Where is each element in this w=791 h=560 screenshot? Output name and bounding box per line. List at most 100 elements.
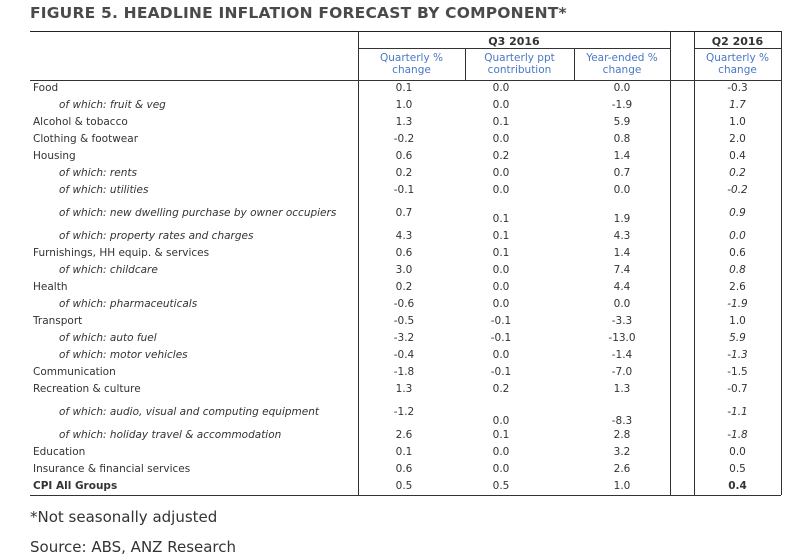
cell-value: 0.0 — [492, 463, 510, 475]
group-rule — [358, 48, 670, 49]
source-note: Source: ABS, ANZ Research — [30, 538, 237, 556]
cell-value: 0.0 — [492, 446, 510, 458]
cell-value: 1.3 — [395, 383, 413, 395]
cell-value: 0.5 — [492, 480, 510, 492]
cell-value: 0.9 — [729, 207, 746, 219]
cell-value: 1.7 — [729, 99, 746, 111]
cell-value: 0.4 — [728, 480, 747, 492]
table-top-rule — [30, 31, 781, 32]
cell-value: 0.1 — [492, 213, 510, 225]
cell-value: 0.0 — [613, 298, 631, 310]
cell-value: -0.5 — [393, 315, 415, 327]
column-header-line: change — [718, 64, 757, 76]
cell-value: 0.0 — [492, 415, 510, 427]
cell-value: 0.0 — [492, 184, 510, 196]
row-label: Education — [33, 446, 86, 458]
cell-value: 4.3 — [395, 230, 413, 242]
cell-value: -0.2 — [393, 133, 415, 145]
cell-value: -1.5 — [727, 366, 748, 378]
cell-value: 0.2 — [492, 150, 510, 162]
cell-value: 0.1 — [492, 247, 510, 259]
column-header-line: Year-ended % — [586, 52, 658, 64]
cell-value: 0.0 — [613, 82, 631, 94]
group-rule — [694, 48, 781, 49]
row-label: Transport — [33, 315, 83, 327]
cell-value: 0.0 — [613, 184, 631, 196]
cell-value: 0.0 — [492, 281, 510, 293]
group-header-q2: Q2 2016 — [711, 35, 764, 48]
cell-value: 0.0 — [729, 230, 746, 242]
column-header-line: contribution — [487, 64, 552, 76]
cell-value: -0.2 — [727, 184, 748, 196]
column-divider — [465, 49, 466, 80]
cell-value: 0.0 — [492, 133, 510, 145]
row-label: Communication — [33, 366, 116, 378]
cell-value: 0.6 — [395, 150, 413, 162]
cell-value: 0.2 — [729, 167, 746, 179]
cell-value: 0.1 — [492, 116, 510, 128]
table-bottom-rule — [30, 495, 781, 496]
row-label: of which: utilities — [59, 184, 149, 196]
cell-value: 1.0 — [613, 480, 631, 492]
row-label: of which: fruit & veg — [59, 99, 166, 111]
row-label: of which: rents — [59, 167, 137, 179]
cell-value: 0.1 — [492, 230, 510, 242]
cell-value: -8.3 — [611, 415, 633, 427]
header-bottom-rule — [30, 80, 781, 81]
cell-value: 5.9 — [729, 332, 746, 344]
cell-value: -0.1 — [490, 315, 512, 327]
cell-value: 2.6 — [613, 463, 631, 475]
group-header-q3: Q3 2016 — [488, 35, 540, 48]
cell-value: 1.3 — [613, 383, 631, 395]
row-label: Insurance & financial services — [33, 463, 191, 475]
cell-value: -1.1 — [727, 406, 748, 418]
cell-value: 5.9 — [613, 116, 631, 128]
column-header: Quarterly % change — [358, 52, 465, 76]
column-divider — [670, 31, 671, 495]
cell-value: 0.0 — [492, 349, 510, 361]
cell-value: 1.3 — [395, 116, 413, 128]
cell-value: 0.6 — [729, 247, 746, 259]
cell-value: 0.0 — [492, 264, 510, 276]
cell-value: 1.0 — [395, 99, 413, 111]
cell-value: 1.4 — [613, 150, 631, 162]
cell-value: 0.0 — [492, 99, 510, 111]
row-label: CPI All Groups — [33, 480, 118, 492]
cell-value: 4.3 — [613, 230, 631, 242]
column-header: Quarterly % change — [694, 52, 781, 76]
cell-value: 1.0 — [729, 116, 746, 128]
row-label: Housing — [33, 150, 76, 162]
row-label: Clothing & footwear — [33, 133, 139, 145]
cell-value: -0.6 — [393, 298, 415, 310]
row-label: of which: motor vehicles — [59, 349, 188, 361]
row-label: Health — [33, 281, 68, 293]
cell-value: 0.8 — [613, 133, 631, 145]
cell-value: -0.1 — [490, 332, 512, 344]
cell-value: -7.0 — [611, 366, 633, 378]
cell-value: 0.7 — [395, 207, 413, 219]
cell-value: 3.2 — [613, 446, 631, 458]
row-label: of which: holiday travel & accommodation — [59, 429, 282, 441]
cell-value: 0.0 — [492, 167, 510, 179]
row-label: Food — [33, 82, 59, 94]
cell-value: 0.0 — [492, 298, 510, 310]
column-divider — [781, 31, 782, 495]
footnote: *Not seasonally adjusted — [30, 508, 218, 526]
column-header-line: Quarterly ppt — [484, 52, 555, 64]
cell-value: 2.6 — [395, 429, 413, 441]
cell-value: 0.4 — [729, 150, 746, 162]
cell-value: -13.0 — [608, 332, 636, 344]
cell-value: 0.1 — [395, 82, 413, 94]
cell-value: -0.7 — [727, 383, 748, 395]
cell-value: 2.6 — [729, 281, 746, 293]
cell-value: -0.1 — [393, 184, 415, 196]
cell-value: 0.2 — [492, 383, 510, 395]
cell-value: 2.8 — [613, 429, 631, 441]
column-header-line: change — [602, 64, 642, 76]
cell-value: 1.0 — [729, 315, 746, 327]
cell-value: 0.5 — [729, 463, 746, 475]
cell-value: 0.1 — [395, 446, 413, 458]
column-divider — [694, 31, 695, 495]
cell-value: -0.1 — [490, 366, 512, 378]
row-label: Alcohol & tobacco — [33, 116, 128, 128]
